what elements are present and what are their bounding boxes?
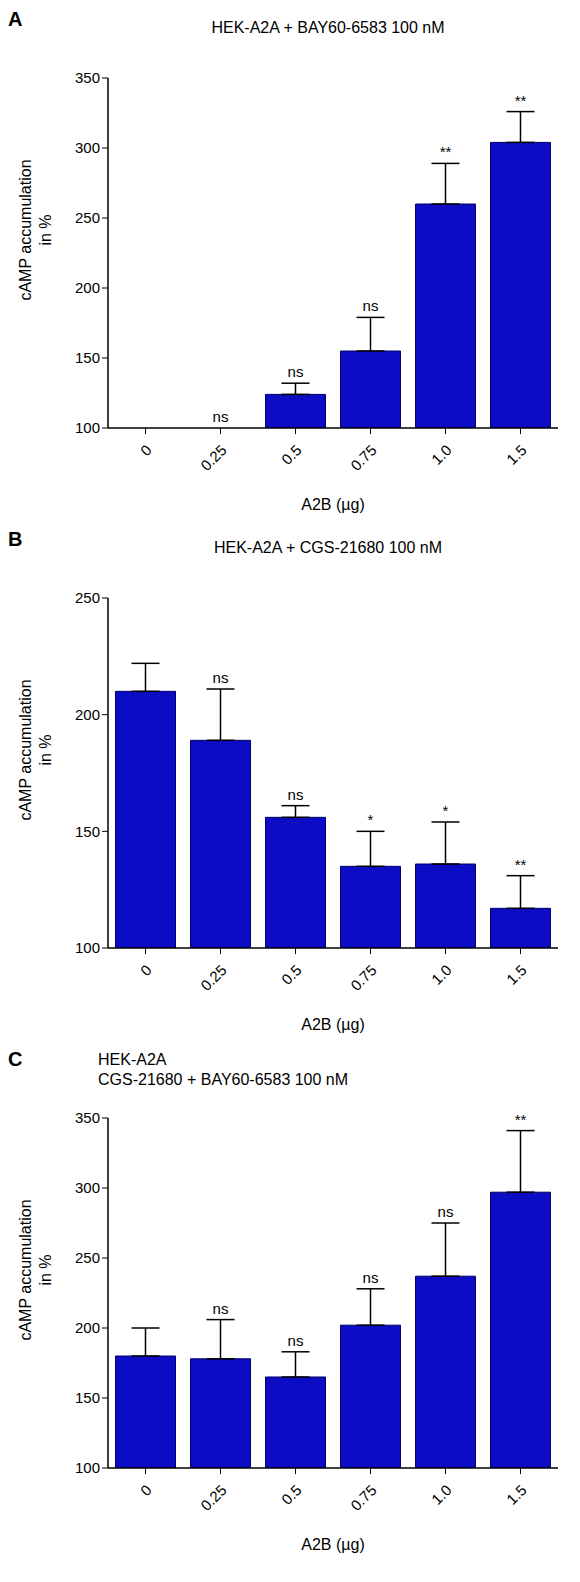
svg-text:A2B (µg): A2B (µg) <box>301 496 364 513</box>
svg-text:250: 250 <box>75 209 100 226</box>
svg-text:250: 250 <box>75 589 100 606</box>
svg-text:250: 250 <box>75 1249 100 1266</box>
svg-text:**: ** <box>515 856 527 873</box>
html-text:HEK-A2A + BAY60-6583 100 nM: HEK-A2A + BAY60-6583 100 nM <box>211 19 445 36</box>
svg-text:ns: ns <box>213 1300 229 1317</box>
svg-text:150: 150 <box>75 823 100 840</box>
svg-text:ns: ns <box>438 1203 454 1220</box>
svg-text:ns: ns <box>213 408 229 425</box>
svg-text:*: * <box>443 802 449 819</box>
svg-text:300: 300 <box>75 1179 100 1196</box>
svg-text:0: 0 <box>137 1481 155 1499</box>
svg-text:150: 150 <box>75 1389 100 1406</box>
html-text:HEK-A2A: HEK-A2A <box>98 1051 167 1068</box>
svg-text:0.5: 0.5 <box>278 441 305 468</box>
html-text:cAMP accumulation: cAMP accumulation <box>17 1199 34 1341</box>
svg-text:1.5: 1.5 <box>503 1481 530 1508</box>
svg-text:A2B (µg): A2B (µg) <box>301 1016 364 1033</box>
svg-text:200: 200 <box>75 1319 100 1336</box>
svg-text:A2B (µg): A2B (µg) <box>301 1536 364 1553</box>
svg-text:ns: ns <box>288 1332 304 1349</box>
svg-text:1.5: 1.5 <box>503 441 530 468</box>
svg-text:100: 100 <box>75 1459 100 1476</box>
svg-text:ns: ns <box>363 1269 379 1286</box>
svg-text:ns: ns <box>288 786 304 803</box>
html-text:CGS-21680 + BAY60-6583 100 nM: CGS-21680 + BAY60-6583 100 nM <box>98 1071 349 1088</box>
svg-text:350: 350 <box>75 69 100 86</box>
svg-text:0: 0 <box>137 441 155 459</box>
html-text:cAMP accumulation: cAMP accumulation <box>17 679 34 821</box>
html-text:in %: in % <box>37 1254 54 1286</box>
html-text:A: A <box>8 8 23 30</box>
svg-text:0.75: 0.75 <box>347 441 380 474</box>
svg-text:200: 200 <box>75 279 100 296</box>
svg-text:1.0: 1.0 <box>428 1481 455 1508</box>
svg-text:100: 100 <box>75 419 100 436</box>
svg-text:ns: ns <box>213 669 229 686</box>
html-text:C: C <box>8 1048 23 1070</box>
svg-text:**: ** <box>515 92 527 109</box>
svg-text:100: 100 <box>75 939 100 956</box>
svg-text:350: 350 <box>75 1109 100 1126</box>
svg-text:0.25: 0.25 <box>197 961 230 994</box>
svg-text:ns: ns <box>363 297 379 314</box>
svg-text:1.5: 1.5 <box>503 961 530 988</box>
svg-text:0.75: 0.75 <box>347 1481 380 1514</box>
svg-text:ns: ns <box>288 363 304 380</box>
svg-text:**: ** <box>515 1111 527 1128</box>
svg-text:1.0: 1.0 <box>428 961 455 988</box>
svg-text:*: * <box>368 811 374 828</box>
html-text:in %: in % <box>37 734 54 766</box>
html-text:in %: in % <box>37 214 54 246</box>
svg-text:0.25: 0.25 <box>197 441 230 474</box>
html-text:cAMP accumulation: cAMP accumulation <box>17 159 34 301</box>
svg-text:**: ** <box>440 143 452 160</box>
html-text:B: B <box>8 528 23 550</box>
svg-text:0.5: 0.5 <box>278 961 305 988</box>
svg-text:0.5: 0.5 <box>278 1481 305 1508</box>
svg-text:150: 150 <box>75 349 100 366</box>
svg-text:0.75: 0.75 <box>347 961 380 994</box>
svg-text:200: 200 <box>75 706 100 723</box>
svg-text:0: 0 <box>137 961 155 979</box>
svg-text:300: 300 <box>75 139 100 156</box>
svg-text:1.0: 1.0 <box>428 441 455 468</box>
svg-text:0.25: 0.25 <box>197 1481 230 1514</box>
html-text:HEK-A2A + CGS-21680 100 nM: HEK-A2A + CGS-21680 100 nM <box>213 539 443 556</box>
